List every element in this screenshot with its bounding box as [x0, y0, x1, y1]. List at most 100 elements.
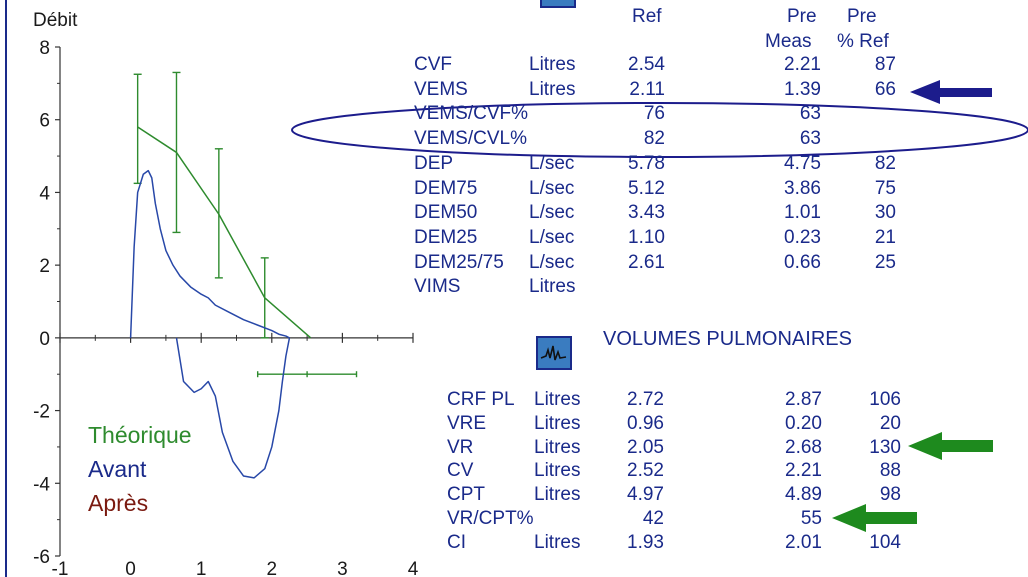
spiro-cell-ref: 1.10: [628, 226, 665, 248]
volumes-cell-meas: 2.01: [785, 531, 822, 553]
volumes-cell-ref: 2.05: [627, 436, 664, 458]
spiro-cell-pct: 21: [874, 226, 896, 248]
spiro-cell-meas: 1.39: [784, 78, 821, 100]
volumes-cell-meas: 2.68: [785, 436, 822, 458]
volumes-cell-name: VR: [447, 436, 474, 458]
volumes-cell-meas: 55: [800, 508, 822, 529]
spiro-cell-ref: 3.43: [628, 202, 665, 224]
spiro-cell-pct: 25: [874, 251, 896, 273]
spiro-cell-unit: L/sec: [529, 226, 575, 248]
volumes-cell-pct: 130: [869, 436, 901, 458]
volumes-cell-ref: 42: [642, 508, 664, 529]
volumes-cell-unit: Litres: [534, 436, 581, 458]
volumes-cell-unit: Litres: [534, 412, 581, 434]
spiro-cell-unit: L/sec: [529, 202, 575, 224]
y-tick-label: -6: [33, 547, 50, 568]
x-tick-label: 4: [408, 559, 419, 577]
header-pre: Pre: [787, 6, 817, 27]
spiro-cell-meas: 0.23: [784, 226, 821, 248]
arrow-green-vr: [908, 432, 993, 460]
spiro-cell-pct: 75: [874, 177, 896, 199]
volumes-cell-ref: 2.72: [627, 389, 664, 410]
spiro-cell-unit: L/sec: [529, 251, 575, 273]
spiro-cell-name: DEM25: [414, 226, 478, 248]
spiro-cell-ref: 82: [643, 128, 665, 150]
volumes-cell-unit: Litres: [534, 531, 581, 553]
volumes-cell-name: CRF PL: [447, 389, 515, 410]
volumes-cell-meas: 0.20: [785, 412, 822, 434]
spiro-cell-unit: Litres: [529, 276, 576, 298]
volumes-cell-name: VR/CPT%: [447, 508, 534, 529]
spiro-cell-pct: 82: [874, 152, 896, 174]
spiro-cell-name: CVF: [414, 54, 452, 75]
spiro-cell-ref: 5.12: [628, 177, 665, 199]
spiro-cell-name: DEM50: [414, 202, 478, 224]
spiro-cell-meas: 3.86: [784, 177, 821, 199]
spiro-cell-unit: Litres: [529, 78, 576, 100]
spiro-cell-meas: 63: [799, 128, 821, 150]
spiro-cell-name: VEMS/CVL%: [414, 128, 527, 150]
arrow-blue-vems: [910, 80, 992, 104]
spiro-cell-meas: 1.01: [784, 202, 821, 224]
volumes-cell-name: CV: [447, 460, 474, 482]
arrow-green-vrcpt: [832, 504, 917, 532]
spiro-cell-unit: L/sec: [529, 152, 575, 174]
y-tick-label: 4: [39, 183, 50, 204]
spiro-cell-pct: 30: [874, 202, 896, 224]
spiro-cell-meas: 4.75: [784, 152, 821, 174]
y-tick-label: -2: [33, 402, 50, 423]
legend-avant: Avant: [88, 456, 147, 482]
spiro-cell-name: VIMS: [414, 276, 461, 298]
volumes-cell-ref: 0.96: [627, 412, 664, 434]
spiro-cell-name: DEM75: [414, 177, 478, 199]
volumes-cell-name: VRE: [447, 412, 487, 434]
header-meas: Meas: [765, 31, 812, 52]
header-ref: Ref: [632, 6, 662, 27]
y-tick-label: 6: [39, 111, 50, 132]
x-tick-label: 1: [196, 559, 207, 577]
y-tick-label: 0: [39, 329, 50, 350]
volumes-cell-pct: 106: [869, 389, 901, 410]
spiro-cell-unit: L/sec: [529, 177, 575, 199]
volumes-cell-ref: 1.93: [627, 531, 664, 553]
lung-volume-icon: [536, 336, 572, 370]
volumes-cell-ref: 4.97: [627, 484, 664, 506]
x-tick-label: -1: [52, 559, 69, 577]
series-line-avant-inspiration: [175, 337, 291, 479]
volumes-cell-pct: 104: [869, 531, 901, 553]
volumes-cell-meas: 4.89: [785, 484, 822, 506]
volumes-cell-meas: 2.87: [785, 389, 822, 410]
volumes-cell-pct: 98: [879, 484, 901, 506]
volumes-cell-pct: 88: [879, 460, 901, 482]
x-tick-label: 0: [125, 559, 136, 577]
spiro-cell-ref: 5.78: [628, 152, 665, 174]
legend-theorique: Théorique: [88, 422, 192, 448]
spiro-cell-name: DEP: [414, 152, 454, 174]
spiro-cell-pct: 66: [874, 78, 896, 100]
spiro-cell-ref: 2.61: [628, 251, 665, 273]
volumes-cell-unit: Litres: [534, 389, 581, 410]
volumes-title: VOLUMES PULMONAIRES: [603, 328, 852, 350]
x-tick-label: 3: [337, 559, 348, 577]
y-tick-label: 8: [39, 38, 50, 59]
legend-apres: Après: [88, 490, 149, 516]
y-axis-label: Débit: [33, 10, 78, 31]
spiro-cell-name: VEMS: [414, 78, 468, 100]
spiro-cell-meas: 2.21: [784, 54, 821, 75]
volumes-cell-name: CPT: [447, 484, 485, 506]
volumes-cell-unit: Litres: [534, 460, 581, 482]
header-pct-ref: % Ref: [837, 31, 889, 52]
volumes-cell-unit: Litres: [534, 484, 581, 506]
series-line-avant: [129, 169, 290, 339]
spiro-cell-ref: 76: [643, 103, 665, 125]
spiro-cell-name: DEM25/75: [414, 251, 504, 273]
series-line-th-orique: [137, 126, 312, 339]
volumes-cell-meas: 2.21: [785, 460, 822, 482]
spiro-cell-ref: 2.11: [629, 78, 665, 100]
spiro-cell-name: VEMS/CVF%: [414, 103, 529, 125]
volumes-cell-name: CI: [447, 531, 466, 553]
spiro-cell-ref: 2.54: [628, 54, 665, 75]
spirometry-icon: [540, 0, 576, 8]
spiro-cell-unit: Litres: [529, 54, 576, 75]
